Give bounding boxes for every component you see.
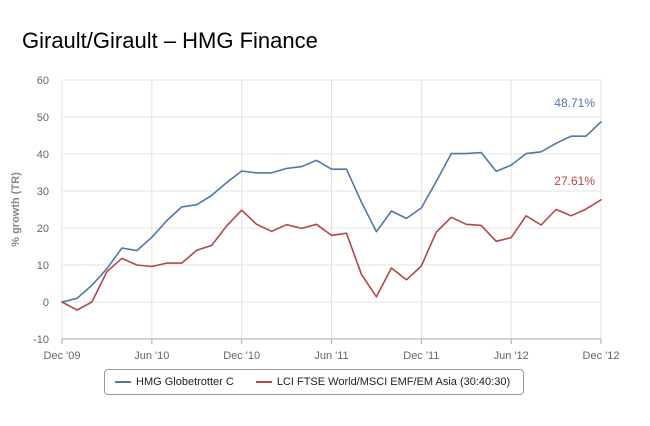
y-tick-label: 40 <box>37 149 49 161</box>
legend-item[interactable]: HMG Globetrotter C <box>115 376 234 388</box>
series-end-label: 27.61% <box>554 174 595 188</box>
x-tick-label: Jun '10 <box>134 350 169 362</box>
page-title: Girault/Girault – HMG Finance <box>22 28 318 53</box>
legend-item[interactable]: LCI FTSE World/MSCI EMF/EM Asia (30:40:3… <box>255 376 511 388</box>
end-labels: 48.71% 27.61% <box>554 96 595 188</box>
series-line <box>61 199 602 311</box>
y-tick-label: 10 <box>37 260 49 272</box>
legend-swatch <box>255 381 272 383</box>
x-tick-label: Dec '10 <box>223 350 260 362</box>
y-tick-label: 30 <box>37 186 49 198</box>
legend-swatch <box>115 381 131 383</box>
axes: -10 0 10 20 30 40 50 60 Dec '09 Jun '10 Dec '10 Jun… <box>33 75 619 362</box>
y-tick-label: 50 <box>37 112 49 124</box>
y-tick-label: 0 <box>43 297 49 309</box>
legend-label: HMG Globetrotter C <box>136 376 234 388</box>
x-tick-label: Jun '11 <box>314 350 348 362</box>
x-tick-label: Dec '11 <box>403 350 439 362</box>
series-end-label: 48.71% <box>554 96 595 110</box>
y-tick-label: 20 <box>37 223 49 235</box>
series-line <box>61 121 602 303</box>
x-tick-label: Dec '12 <box>583 350 620 362</box>
y-tick-label: 60 <box>37 75 49 87</box>
x-tick-label: Jun '12 <box>494 350 529 362</box>
grid-lines <box>61 79 602 340</box>
legend: HMG Globetrotter C LCI FTSE World/MSCI E… <box>104 369 524 395</box>
series <box>61 121 602 311</box>
y-tick-label: -10 <box>33 334 49 346</box>
y-axis-label: % growth (TR) <box>10 172 22 247</box>
legend-label: LCI FTSE World/MSCI EMF/EM Asia (30:40:3… <box>276 376 511 388</box>
x-tick-label: Dec '09 <box>44 350 81 362</box>
